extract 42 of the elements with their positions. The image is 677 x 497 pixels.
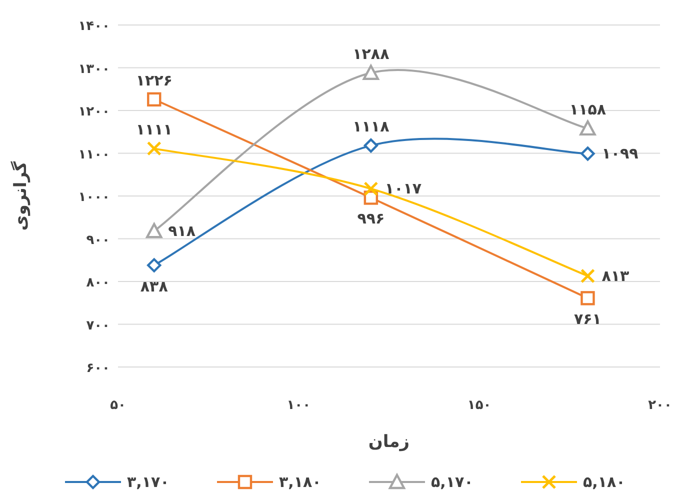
point [580, 268, 595, 284]
data-label: ۱۰۹۹ [602, 144, 638, 163]
data-label: ۱۱۱۸ [352, 118, 390, 136]
legend-label: ۵,۱۸۰ [583, 473, 626, 491]
data-label: ۷۶۱ [574, 310, 602, 328]
data-label: ۱۱۱۱ [136, 120, 172, 139]
x-axis-title: زمان [368, 432, 410, 452]
point [146, 222, 162, 238]
data-label: ۱۲۸۸ [352, 44, 390, 63]
point [580, 291, 595, 306]
data-label: ۱۰۱۷ [384, 180, 422, 198]
y-tick-label: ۱۴۰۰ [78, 19, 110, 34]
point [147, 258, 162, 272]
point [362, 64, 380, 80]
y-tick-label: ۸۰۰ [86, 276, 110, 290]
point [147, 92, 162, 106]
data-label: ۸۱۳ [602, 266, 630, 285]
y-tick-label: ۱۰۰۰ [78, 190, 110, 205]
legend-label: ۵,۱۷۰ [431, 473, 474, 491]
y-axis-title: گرانروی [10, 161, 31, 231]
y-tick-label: ۹۰۰ [86, 232, 110, 248]
y-tick-label: ۱۳۰۰ [78, 62, 110, 77]
data-label: ۹۱۸ [168, 222, 196, 240]
x-tick-label: ۲۰۰ [648, 398, 672, 413]
y-tick-label: ۶۰۰ [86, 361, 110, 376]
data-label: ۹۹۶ [357, 210, 385, 228]
point [364, 181, 378, 196]
data-label: ۸۳۸ [140, 277, 168, 296]
legend-label: ۳,۱۷۰ [127, 473, 170, 491]
y-tick-label: ۱۱۰۰ [78, 147, 110, 162]
y-tick-label: ۱۲۰۰ [78, 104, 110, 120]
data-label: ۱۱۵۸ [569, 100, 606, 118]
legend-label: ۳,۱۸۰ [279, 473, 322, 491]
x-tick-label: ۱۰۰ [286, 398, 311, 413]
point [146, 141, 162, 156]
x-tick-label: ۱۵۰ [467, 398, 492, 413]
y-tick-label: ۷۰۰ [86, 318, 110, 334]
data-label: ۱۲۲۶ [136, 71, 172, 90]
point [580, 120, 596, 136]
point [580, 146, 595, 161]
x-tick-label: ۵۰ [110, 398, 126, 413]
point [364, 138, 378, 153]
